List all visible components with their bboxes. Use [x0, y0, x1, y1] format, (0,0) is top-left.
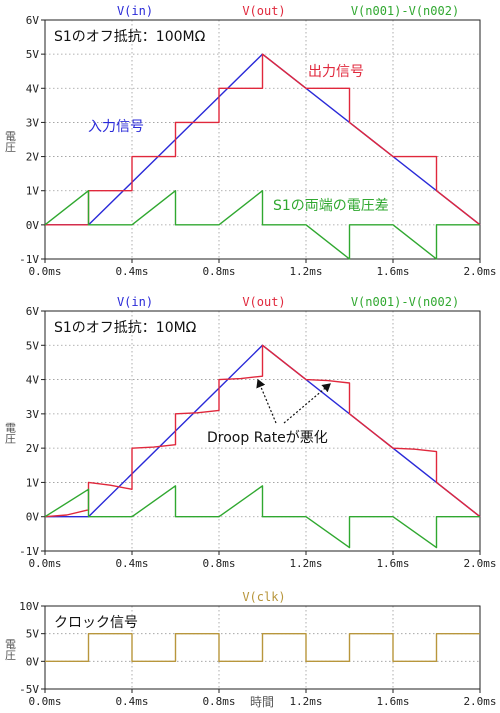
legend-entry: V(n001)-V(n002)	[351, 4, 459, 18]
x-tick-label: 1.2ms	[289, 265, 322, 278]
series-line	[45, 53, 481, 226]
x-tick-label: 2.0ms	[463, 557, 496, 570]
y-tick-label: 2V	[26, 151, 40, 164]
y-tick-label: 3V	[26, 408, 40, 421]
legend-entry: V(in)	[117, 295, 153, 309]
label-droop-rate: Droop Rateが悪化	[207, 430, 328, 446]
y-tick-label: -5V	[19, 683, 39, 696]
chart-panel-2: 0.0ms 0.4ms 0.8ms 1.2ms 1.6ms 2.0ms -1V 0V 1V 2V 3…	[4, 295, 497, 570]
y-tick-label: 3V	[26, 116, 40, 129]
series-line	[44, 344, 481, 518]
x-tick-label: 1.6ms	[376, 695, 409, 708]
x-tick-label: 0.4ms	[115, 557, 148, 570]
series-line	[45, 632, 480, 663]
y-tick-label: 5V	[26, 339, 40, 352]
annotation-title: クロック信号	[54, 615, 138, 631]
legend-entry: V(in)	[117, 4, 153, 18]
y-tick-label: 4V	[26, 82, 40, 95]
label-output-signal: 出力信号	[308, 64, 364, 80]
droop-arrow-left	[256, 378, 277, 424]
annotation-title: S1のオフ抵抗：10MΩ	[54, 320, 197, 336]
label-input-signal: 入力信号	[88, 119, 144, 135]
x-tick-label: 0.4ms	[115, 265, 148, 278]
chart-panel-3: 0.0ms 0.4ms 0.8ms 1.2ms 1.6ms 2.0ms -5V 0V 5V 10V…	[4, 590, 497, 709]
x-tick-label: 0.0ms	[28, 265, 61, 278]
y-tick-label: 4V	[26, 374, 40, 387]
x-tick-label: 0.4ms	[115, 695, 148, 708]
y-axis-label: 電圧	[4, 638, 17, 661]
x-tick-label: 0.8ms	[202, 695, 235, 708]
series-line	[44, 485, 480, 549]
label-voltage-difference: S1の両端の電圧差	[273, 198, 389, 214]
y-tick-label: 0V	[26, 219, 40, 232]
chart-panel-1: 0.0ms 0.4ms 0.8ms 1.2ms 1.6ms 2.0ms -1V 0V 1V 2V 3…	[4, 4, 497, 278]
y-tick-label: 6V	[26, 305, 40, 318]
y-tick-label: 1V	[26, 185, 40, 198]
x-tick-label: 0.8ms	[202, 265, 235, 278]
y-axis-label: 電圧	[4, 422, 17, 445]
x-tick-label: 1.6ms	[376, 557, 409, 570]
y-axis-label: 電圧	[4, 130, 17, 153]
x-tick-label: 1.2ms	[289, 695, 322, 708]
y-tick-label: 2V	[26, 442, 40, 455]
y-tick-label: 5V	[26, 48, 40, 61]
plot-frame	[44, 19, 481, 260]
y-tick-label: 6V	[26, 14, 40, 27]
y-tick-label: 0V	[26, 511, 40, 524]
y-tick-label: 5V	[26, 628, 40, 641]
x-tick-label: 1.6ms	[376, 265, 409, 278]
x-tick-label: 1.2ms	[289, 557, 322, 570]
series-line	[44, 190, 480, 260]
y-tick-label: 10V	[19, 600, 39, 613]
x-tick-label: 2.0ms	[463, 695, 496, 708]
plot-frame	[44, 605, 481, 690]
y-tick-label: 0V	[26, 655, 40, 668]
x-tick-label: 0.8ms	[202, 557, 235, 570]
x-tick-label: 2.0ms	[463, 265, 496, 278]
legend-entry: V(n001)-V(n002)	[351, 295, 459, 309]
y-tick-label: 1V	[26, 476, 40, 489]
annotation-title: S1のオフ抵抗：100MΩ	[54, 29, 206, 45]
y-tick-label: -1V	[19, 253, 39, 266]
y-tick-label: -1V	[19, 545, 39, 558]
legend-entry: V(out)	[242, 295, 285, 309]
x-tick-label: 0.0ms	[28, 695, 61, 708]
x-axis-label: 時間	[250, 695, 274, 709]
x-tick-label: 0.0ms	[28, 557, 61, 570]
droop-arrow-right	[283, 383, 331, 424]
legend-entry: V(out)	[242, 4, 285, 18]
plot-frame	[44, 310, 481, 552]
legend-entry: V(clk)	[242, 590, 285, 604]
